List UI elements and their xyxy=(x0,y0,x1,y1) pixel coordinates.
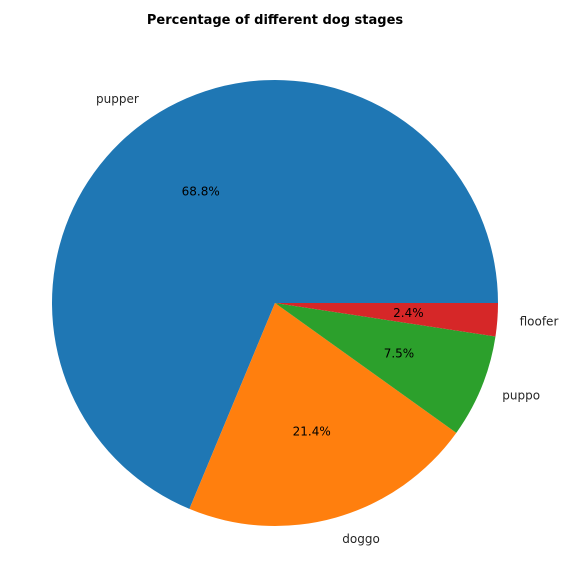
slice-label-puppo: puppo xyxy=(502,388,540,402)
slice-percent-doggo: 21.4% xyxy=(293,425,331,439)
slice-label-floofer: floofer xyxy=(520,314,559,328)
pie-slice-floofer xyxy=(275,303,498,337)
pie-labels: pupper 68.8% doggo 21.4% puppo 7.5% floofer 2.4… xyxy=(96,92,558,546)
slice-label-doggo: doggo xyxy=(342,532,380,546)
chart-title: Percentage of different dog stages xyxy=(147,13,404,28)
slice-percent-floofer: 2.4% xyxy=(393,306,424,320)
pie-slice-pupper xyxy=(52,79,499,509)
pie-slice-puppo xyxy=(275,303,496,433)
slice-percent-puppo: 7.5% xyxy=(384,346,415,360)
pie-slices xyxy=(52,79,499,526)
slice-percent-pupper: 68.8% xyxy=(182,185,220,199)
slice-label-pupper: pupper xyxy=(96,92,139,106)
pie-slice-doggo xyxy=(189,303,457,526)
